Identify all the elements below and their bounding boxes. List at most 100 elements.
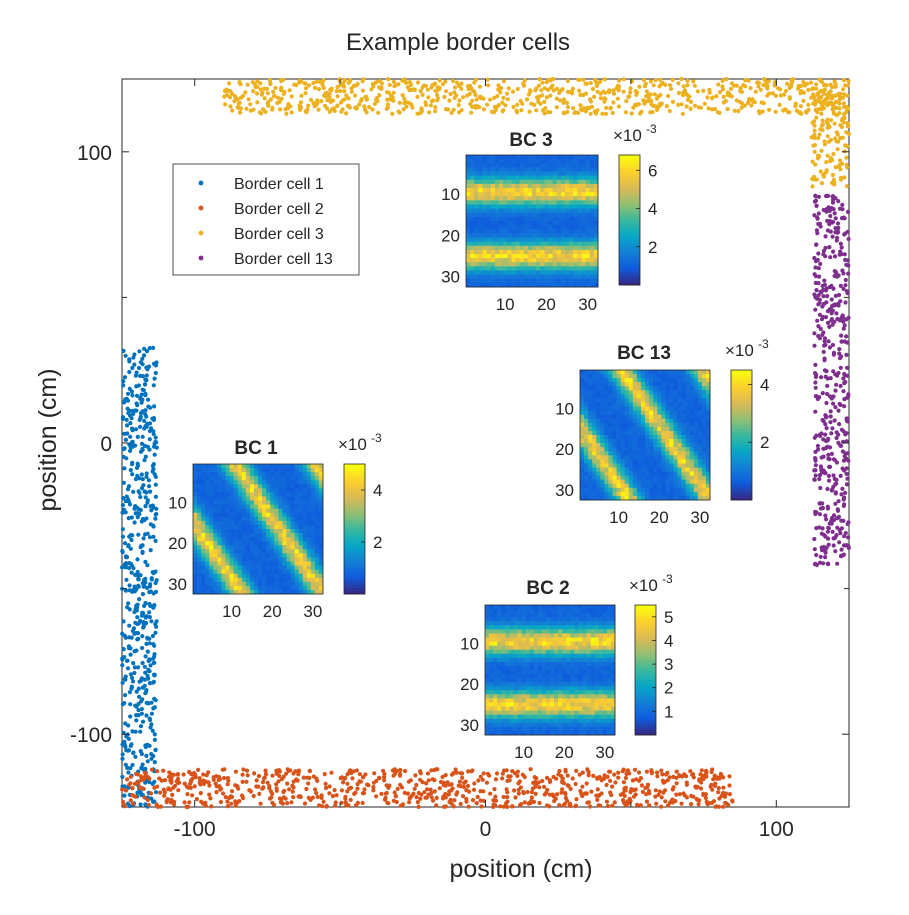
heatmap-cell [701, 418, 707, 424]
scatter-point [132, 665, 137, 670]
heatmap-cell [588, 487, 593, 493]
colorbar-segment [619, 190, 640, 195]
scatter-point [149, 619, 154, 624]
scatter-point [702, 101, 707, 106]
heatmap-cell [649, 447, 654, 452]
heatmap-cell [569, 179, 574, 185]
heatmap-cell [697, 422, 703, 428]
scatter-point [828, 229, 833, 234]
scatter-point [646, 95, 651, 100]
heatmap-cell [494, 249, 500, 255]
heatmap-cell [612, 422, 617, 428]
colorbar-segment [619, 161, 640, 166]
scatter-point [137, 417, 142, 422]
heatmap-cell [544, 262, 549, 267]
heatmap-cell [523, 200, 529, 205]
scatter-point [634, 92, 639, 97]
heatmap-cell [499, 241, 504, 247]
heatmap-cell [540, 192, 545, 197]
scatter-point [560, 87, 565, 92]
scatter-point [691, 775, 696, 780]
heatmap-cell [628, 475, 634, 481]
scatter-point [296, 794, 301, 799]
heatmap-cell [581, 249, 587, 255]
heatmap-cell [565, 278, 570, 284]
scatter-point [654, 801, 659, 806]
heatmap-cell [515, 196, 521, 201]
scatter-point [133, 703, 138, 708]
scatter-point [821, 301, 827, 307]
scatter-point [140, 374, 145, 379]
scatter-point [756, 109, 762, 114]
scatter-point [184, 784, 189, 789]
colorbar-segment [619, 265, 640, 270]
scatter-point [151, 534, 156, 539]
heatmap-cell [503, 221, 508, 226]
heatmap-cell [673, 447, 678, 452]
scatter-point [839, 547, 844, 552]
scatter-point [345, 789, 350, 794]
heatmap-cell [511, 196, 516, 201]
heatmap-cell [681, 455, 687, 460]
heatmap-cell [584, 455, 589, 460]
scatter-point [392, 790, 397, 795]
scatter-point [135, 781, 140, 786]
scatter-point [192, 772, 198, 777]
heatmap-cell [527, 266, 533, 271]
scatter-point [137, 597, 142, 602]
scatter-point [136, 686, 141, 691]
scatter-point [682, 88, 688, 93]
heatmap-cell [681, 435, 687, 440]
heatmap-cell [604, 443, 609, 448]
heatmap-cell [507, 167, 512, 172]
scatter-point [299, 93, 304, 98]
scatter-point [138, 774, 143, 779]
scatter-point [706, 106, 711, 111]
heatmap-cell [589, 200, 595, 205]
scatter-point [511, 104, 516, 110]
heatmap-cell [478, 175, 483, 181]
heatmap-cell [548, 266, 554, 271]
heatmap-cell [573, 254, 578, 259]
heatmap-cell [640, 443, 646, 448]
heatmap-cell [515, 183, 521, 189]
scatter-point [134, 384, 139, 389]
heatmap-cell [478, 200, 483, 205]
heatmap-cell [640, 479, 646, 485]
heatmap-cell [608, 479, 613, 485]
heatmap-cell [653, 471, 658, 477]
scatter-point [285, 801, 290, 806]
scatter-point [557, 90, 562, 96]
heatmap-cell [620, 382, 626, 387]
heatmap-cell [592, 410, 597, 416]
heatmap-cell [540, 196, 545, 201]
heatmap-cell [584, 430, 589, 436]
heatmap-cell [585, 196, 591, 201]
scatter-point [676, 81, 681, 86]
heatmap-cell [548, 233, 554, 238]
heatmap-cell [573, 188, 578, 193]
heatmap-cell [478, 204, 483, 210]
heatmap-cell [569, 237, 574, 243]
scatter-point [140, 477, 145, 482]
heatmap-cell [701, 386, 707, 391]
heatmap-cell [584, 483, 589, 489]
heatmap-cell [523, 254, 529, 259]
scatter-point [397, 773, 403, 778]
scatter-point [144, 614, 149, 619]
heatmap-cell [474, 274, 479, 280]
heatmap-cell [592, 483, 597, 489]
heatmap-cell [527, 200, 533, 205]
scatter-point [597, 793, 602, 798]
heatmap-cell [585, 155, 591, 160]
heatmap-cell [573, 216, 578, 222]
heatmap-cell [677, 479, 682, 485]
heatmap-cell [636, 430, 642, 436]
heatmap-cell [665, 479, 670, 485]
heatmap-cell [569, 266, 574, 271]
heatmap-cell [556, 196, 562, 201]
heatmap-cell [632, 443, 638, 448]
heatmap-cell [589, 233, 595, 238]
scatter-point [386, 77, 391, 82]
